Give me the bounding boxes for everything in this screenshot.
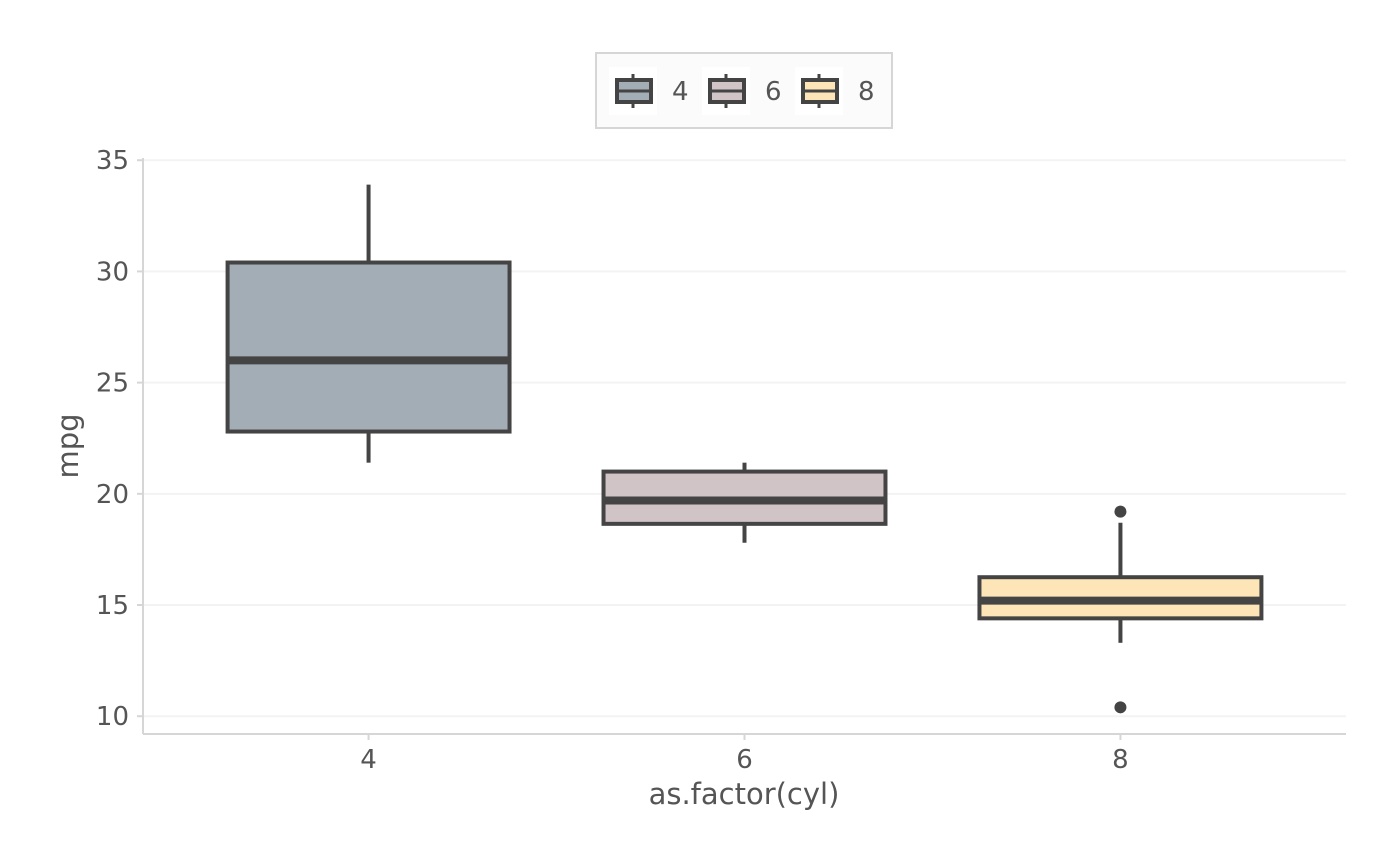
y-axis-title: mpg — [51, 413, 85, 478]
legend-label-4: 4 — [672, 77, 689, 107]
y-tick-label-35: 35 — [96, 146, 129, 176]
y-tick-label-25: 25 — [96, 369, 129, 399]
x-tick-label-6: 6 — [736, 745, 753, 775]
legend-label-6: 6 — [765, 77, 782, 107]
x-tick-label-4: 4 — [360, 745, 377, 775]
box-4 — [225, 260, 512, 434]
box-group-4 — [225, 184, 512, 463]
y-tick-label-15: 15 — [96, 591, 129, 621]
box-group-6 — [601, 462, 888, 543]
legend-item-8: 8 — [795, 67, 875, 115]
y-tick-label-20: 20 — [96, 480, 129, 510]
x-tick-labels: 4 6 8 — [360, 734, 1129, 775]
y-tick-label-30: 30 — [96, 257, 129, 287]
axes — [142, 158, 1346, 735]
outlier-8-1 — [1114, 701, 1127, 714]
y-tick-labels: 10 15 20 25 30 35 — [96, 146, 143, 732]
x-tick-label-8: 8 — [1112, 745, 1129, 775]
legend-label-8: 8 — [858, 77, 875, 107]
x-axis-title: as.factor(cyl) — [649, 777, 840, 811]
box-group-8 — [977, 505, 1264, 714]
legend-item-6: 6 — [702, 67, 782, 115]
outlier-8-0 — [1114, 505, 1127, 518]
legend-item-4: 4 — [609, 67, 689, 115]
y-tick-label-10: 10 — [96, 702, 129, 732]
gridlines — [143, 159, 1346, 718]
boxes — [225, 184, 1264, 714]
legend: 4 6 8 — [595, 52, 893, 129]
